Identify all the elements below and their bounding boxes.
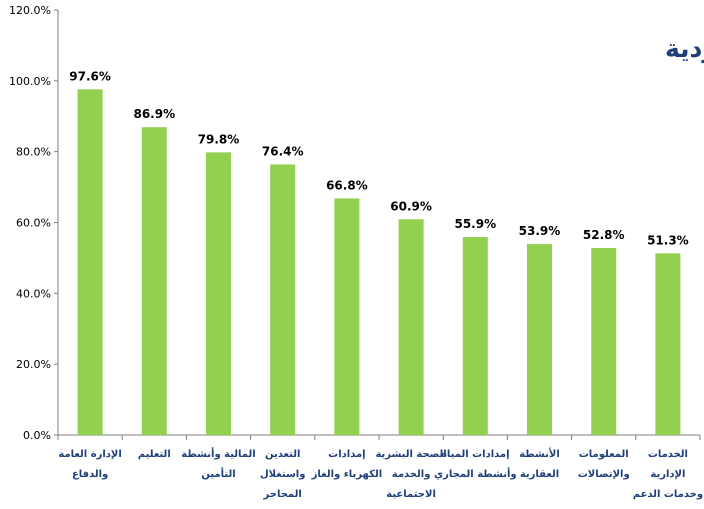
x-tick-label: المالية وأنشطة bbox=[181, 447, 255, 460]
y-tick-label: 80.0% bbox=[16, 146, 51, 159]
data-label: 60.9% bbox=[390, 199, 432, 213]
data-label: 97.6% bbox=[69, 69, 111, 83]
x-tick-label: إمدادات المياه bbox=[441, 449, 510, 460]
y-tick-label: 60.0% bbox=[16, 217, 51, 230]
x-tick-label: والخدمة bbox=[392, 469, 431, 480]
x-tick-label: الإدارة العامة bbox=[58, 449, 121, 460]
x-tick-label: المعلومات bbox=[579, 449, 629, 460]
data-label: 52.8% bbox=[583, 228, 625, 242]
x-tick-label: وخدمات الدعم bbox=[633, 489, 703, 500]
bar bbox=[270, 164, 296, 435]
bar bbox=[206, 152, 231, 435]
x-tick-label: المحاجر bbox=[263, 489, 302, 500]
x-tick-label: إمدادات bbox=[328, 449, 365, 460]
y-tick-label: 40.0% bbox=[16, 287, 51, 300]
y-tick-label: 20.0% bbox=[16, 358, 51, 371]
bar bbox=[591, 248, 617, 435]
x-tick-label: الكهرباء والغاز bbox=[311, 469, 382, 480]
x-tick-label: واستغلال bbox=[260, 469, 305, 480]
x-tick-label: والإتصالات bbox=[578, 469, 630, 480]
data-label: 51.3% bbox=[647, 233, 689, 247]
data-label: 55.9% bbox=[454, 217, 496, 231]
bar bbox=[77, 89, 103, 435]
data-label: 53.9% bbox=[519, 224, 561, 238]
bar bbox=[141, 127, 167, 436]
bar bbox=[527, 244, 552, 435]
x-tick-label: والدفاع bbox=[72, 469, 108, 480]
bar bbox=[398, 219, 424, 435]
x-tick-label: التأمين bbox=[201, 467, 235, 480]
bar bbox=[462, 237, 488, 435]
chart-title: أكبر ١٠ انشطة اقتصادية من حيث نسبة السعو… bbox=[665, 32, 704, 64]
data-label: 66.8% bbox=[326, 178, 368, 192]
data-label: 86.9% bbox=[133, 107, 175, 121]
x-tick-label: التعليم bbox=[138, 449, 171, 460]
data-labels: 97.6% 86.9% 79.8% 76.4% 66.8% 60.9% 55.9% 53.9%… bbox=[69, 69, 688, 247]
x-tick-label: العقارية bbox=[520, 469, 559, 480]
x-tick-label: الإدارية bbox=[650, 469, 685, 480]
y-tick-label: 120.0% bbox=[9, 4, 51, 17]
x-tick-label: الأنشطة bbox=[519, 447, 560, 460]
data-label: 76.4% bbox=[262, 144, 304, 158]
y-tick-label: 0.0% bbox=[23, 429, 51, 442]
y-tick-label: 100.0% bbox=[9, 75, 51, 88]
x-tick-label: الخدمات bbox=[648, 449, 688, 460]
x-tick-label: الصحة البشرية bbox=[375, 449, 446, 460]
x-tick-label: الاجتماعية bbox=[386, 489, 436, 500]
bar bbox=[334, 198, 360, 435]
bar bbox=[655, 253, 681, 435]
data-label: 79.8% bbox=[198, 132, 240, 146]
bars bbox=[77, 89, 681, 436]
x-tick-labels: الإدارة العامة والدفاع التعليم المالية وأنش… bbox=[58, 447, 703, 500]
x-tick-label: وأنشطة المجاري bbox=[434, 467, 517, 480]
x-tick-label: التعدين bbox=[265, 449, 300, 460]
